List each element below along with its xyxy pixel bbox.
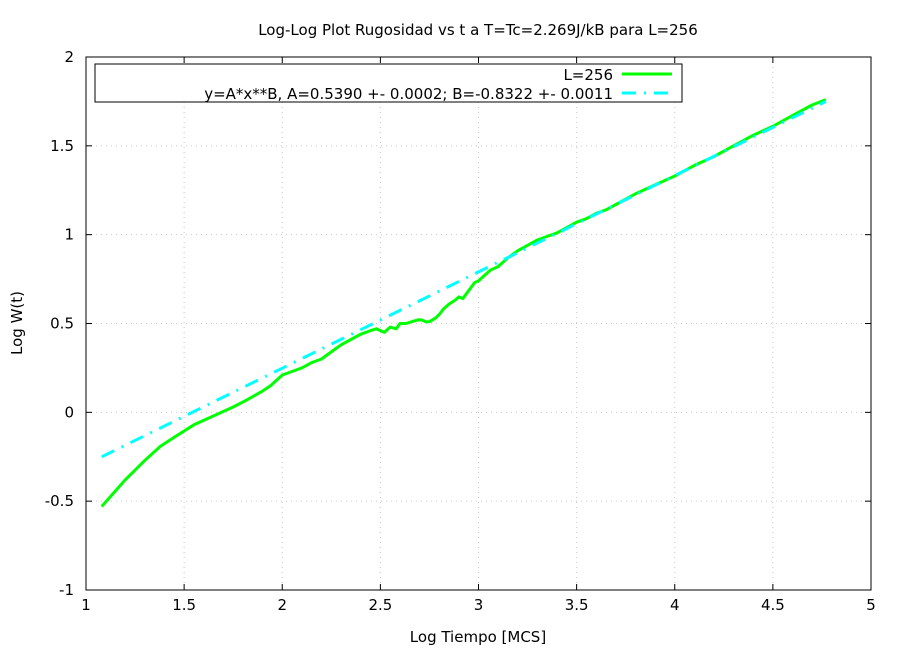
x-tick-label: 2.5 — [368, 596, 392, 614]
legend: L=256 y=A*x**B, A=0.5390 +- 0.0002; B=-0… — [94, 63, 683, 103]
y-tick-label: -0.5 — [45, 492, 74, 510]
x-tick-label: 4.5 — [761, 596, 785, 614]
x-axis-label: Log Tiempo [MCS] — [410, 628, 546, 646]
axis-ticks: 1 1.5 2 2.5 3 3.5 4 4.5 5 -1 -0.5 0 0.5 1 1.5 2 — [45, 48, 876, 614]
series-line-fit — [101, 100, 827, 459]
y-tick-label: 0 — [64, 403, 74, 421]
x-tick-label: 3 — [474, 596, 484, 614]
x-tick-label: 3.5 — [565, 596, 589, 614]
y-tick-label: 0.5 — [50, 315, 74, 333]
y-tick-label: -1 — [59, 581, 74, 599]
x-tick-label: 1.5 — [172, 596, 196, 614]
legend-box — [94, 63, 683, 103]
plot-area — [100, 98, 827, 508]
y-axis-label: Log W(t) — [8, 291, 26, 355]
y-tick-label: 1.5 — [50, 137, 74, 155]
x-tick-label: 5 — [866, 596, 876, 614]
legend-label-fit: y=A*x**B, A=0.5390 +- 0.0002; B=-0.8322 … — [204, 85, 613, 103]
grid-lines — [86, 57, 871, 590]
x-tick-label: 2 — [277, 596, 287, 614]
y-tick-label: 2 — [64, 48, 74, 66]
x-tick-label: 4 — [670, 596, 680, 614]
chart-title: Log-Log Plot Rugosidad vs t a T=Tc=2.269… — [258, 21, 698, 39]
legend-label-l256: L=256 — [563, 66, 613, 84]
y-tick-label: 1 — [64, 226, 74, 244]
x-tick-label: 1 — [81, 596, 91, 614]
